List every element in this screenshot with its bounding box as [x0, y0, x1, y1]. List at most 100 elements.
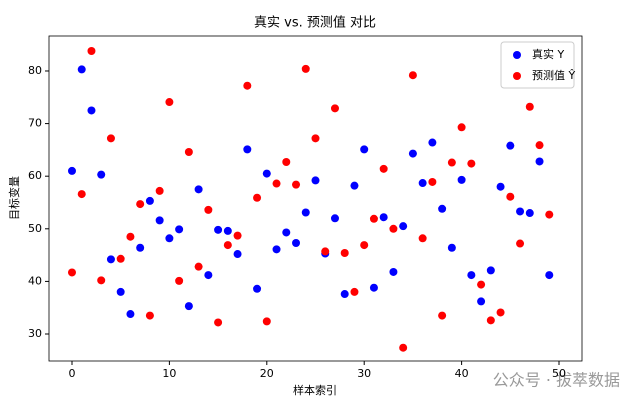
- point: [233, 250, 242, 259]
- point: [496, 308, 505, 317]
- y-tick-label: 30: [28, 327, 42, 340]
- x-tick-label: 40: [455, 367, 469, 380]
- point: [477, 297, 486, 306]
- y-tick-label: 80: [28, 64, 42, 77]
- point: [243, 81, 252, 90]
- point: [369, 214, 378, 223]
- point: [496, 182, 505, 191]
- point: [350, 287, 359, 296]
- point: [233, 231, 242, 240]
- point: [438, 204, 447, 213]
- y-tick-label: 50: [28, 222, 42, 235]
- point: [126, 310, 135, 319]
- point: [408, 149, 417, 158]
- point: [545, 210, 554, 219]
- point: [428, 177, 437, 186]
- point: [467, 159, 476, 168]
- legend-label: 预测值 Ŷ: [532, 69, 575, 82]
- point: [447, 243, 456, 252]
- chart-title: 真实 vs. 预测值 对比: [254, 15, 376, 31]
- point: [379, 164, 388, 173]
- y-tick-label: 60: [28, 169, 42, 182]
- point: [389, 224, 398, 233]
- point: [457, 123, 466, 132]
- point: [184, 147, 193, 156]
- point: [155, 216, 164, 225]
- point: [67, 166, 76, 175]
- x-tick-label: 10: [162, 367, 176, 380]
- legend-marker: [513, 72, 521, 80]
- x-tick-label: 0: [68, 367, 75, 380]
- point: [389, 267, 398, 276]
- point: [175, 225, 184, 234]
- point: [223, 226, 232, 235]
- point: [97, 276, 106, 285]
- point: [477, 280, 486, 289]
- x-tick-label: 20: [260, 367, 274, 380]
- x-tick-label: 30: [357, 367, 371, 380]
- point: [379, 213, 388, 222]
- point: [155, 186, 164, 195]
- point: [243, 145, 252, 154]
- point: [292, 180, 301, 189]
- point: [486, 316, 495, 325]
- point: [204, 205, 213, 214]
- point: [272, 245, 281, 254]
- point: [301, 208, 310, 217]
- point: [145, 311, 154, 320]
- point: [116, 254, 125, 263]
- point: [253, 193, 262, 202]
- point: [67, 268, 76, 277]
- point: [106, 134, 115, 143]
- point: [311, 134, 320, 143]
- point: [106, 255, 115, 264]
- point: [330, 214, 339, 223]
- point: [126, 232, 135, 241]
- point: [223, 241, 232, 250]
- point: [506, 192, 515, 201]
- point: [447, 158, 456, 167]
- point: [408, 71, 417, 80]
- point: [418, 179, 427, 188]
- point: [214, 318, 223, 327]
- point: [516, 207, 525, 216]
- point: [204, 271, 213, 280]
- point: [116, 287, 125, 296]
- point: [175, 276, 184, 285]
- point: [184, 302, 193, 311]
- point: [340, 248, 349, 257]
- point: [360, 241, 369, 250]
- point: [457, 175, 466, 184]
- point: [165, 98, 174, 107]
- point: [301, 64, 310, 73]
- point: [282, 157, 291, 166]
- point: [330, 104, 339, 113]
- point: [87, 106, 96, 115]
- point: [525, 102, 534, 111]
- legend-label: 真实 Y: [532, 47, 564, 61]
- point: [467, 271, 476, 280]
- point: [350, 181, 359, 190]
- point: [360, 145, 369, 154]
- legend-marker: [513, 51, 521, 59]
- point: [262, 169, 271, 178]
- point: [214, 225, 223, 234]
- point: [545, 271, 554, 280]
- x-axis-label: 样本索引: [293, 383, 337, 397]
- watermark: 公众号 · 拔萃数据: [493, 371, 620, 390]
- point: [418, 234, 427, 243]
- point: [438, 311, 447, 320]
- point: [292, 239, 301, 248]
- point: [516, 239, 525, 248]
- point: [311, 176, 320, 185]
- point: [535, 141, 544, 150]
- point: [165, 234, 174, 243]
- point: [525, 209, 534, 218]
- point: [194, 185, 203, 194]
- point: [428, 138, 437, 147]
- point: [97, 170, 106, 179]
- point: [486, 266, 495, 275]
- point: [136, 243, 145, 252]
- point: [136, 200, 145, 209]
